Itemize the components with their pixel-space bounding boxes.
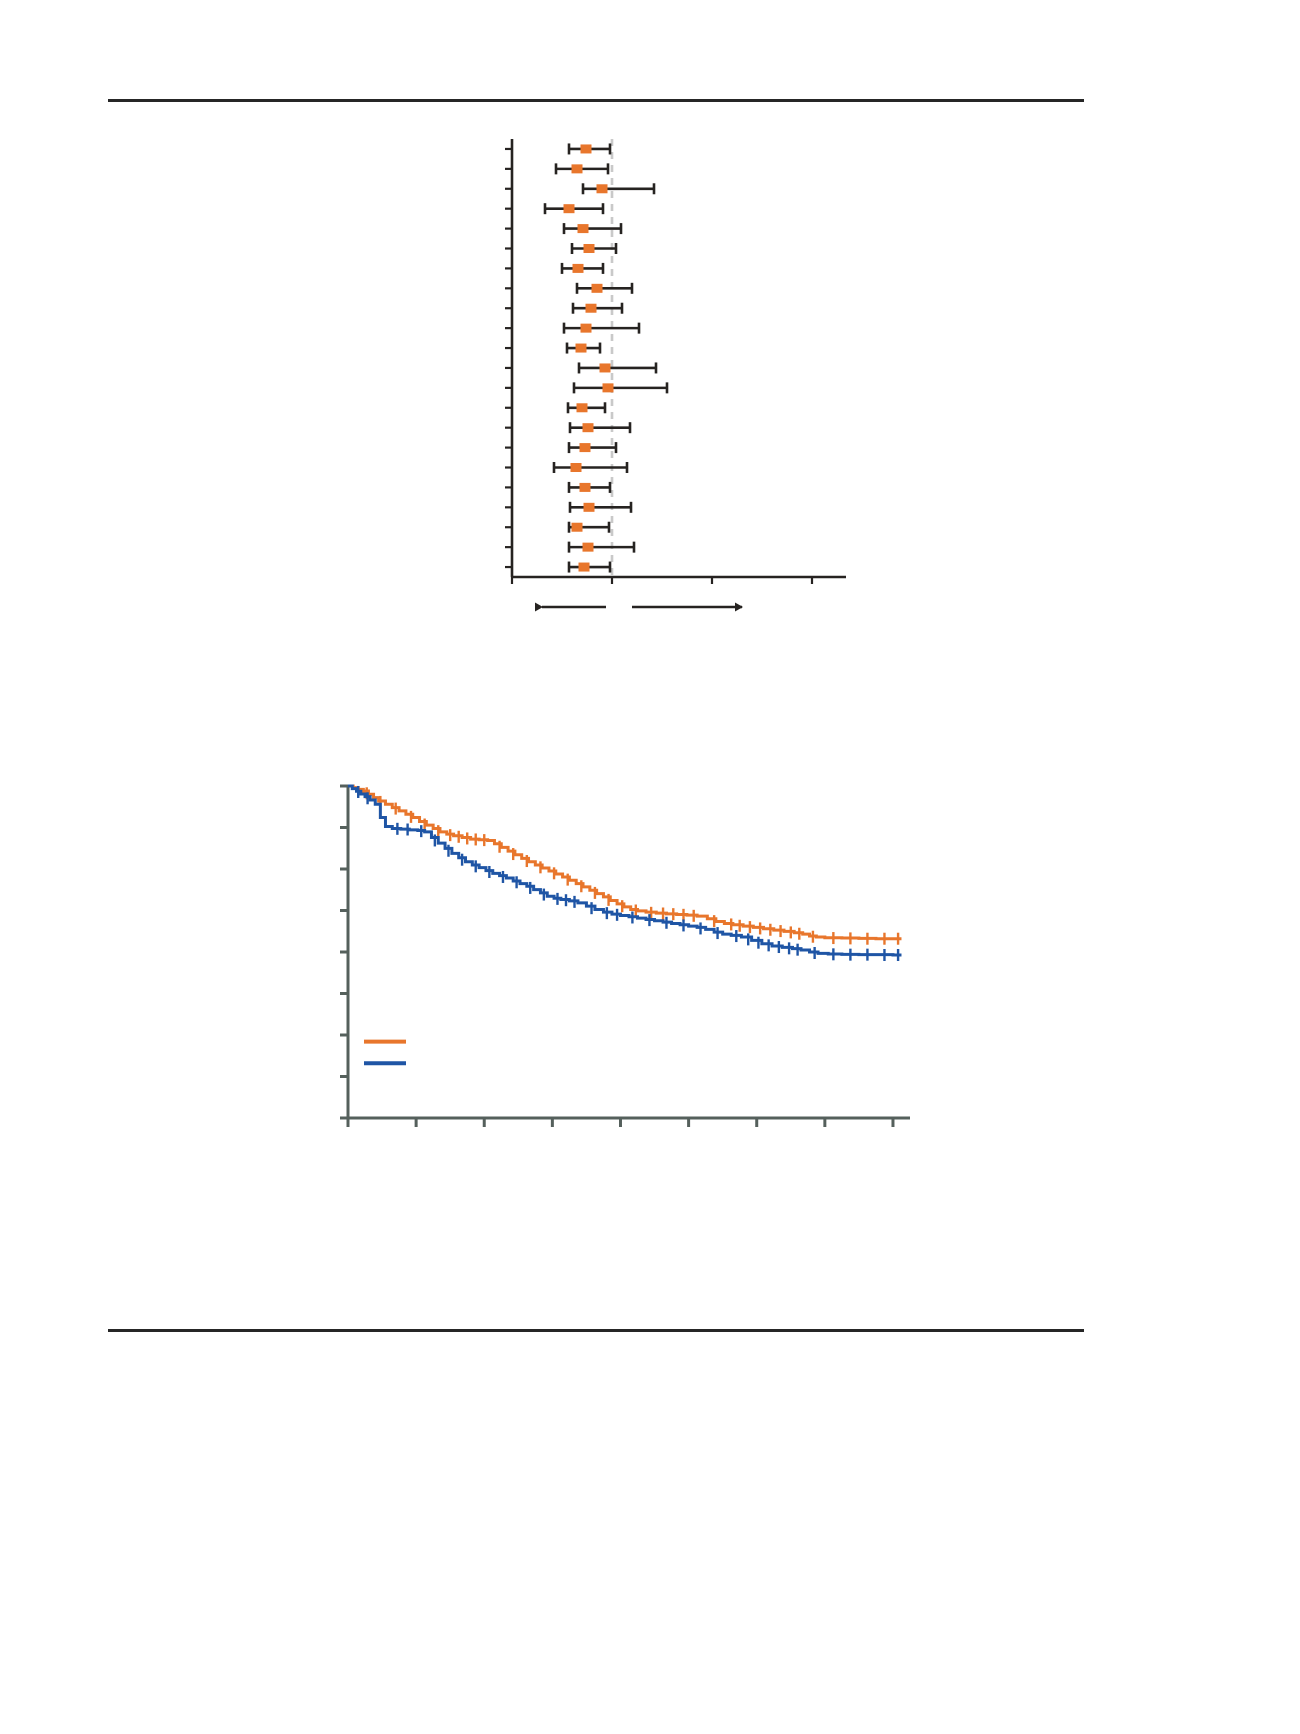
forest-row xyxy=(562,223,623,235)
forest-point-estimate xyxy=(602,383,614,393)
forest-row xyxy=(577,362,658,374)
forest-point-estimate xyxy=(585,303,597,313)
forest-point-estimate xyxy=(571,164,583,174)
forest-point-estimate xyxy=(582,423,594,433)
forest-point-estimate xyxy=(583,244,595,253)
km-step-line xyxy=(348,784,902,941)
forest-row xyxy=(552,462,629,473)
forest-point-estimate xyxy=(582,542,594,552)
forest-row xyxy=(567,143,612,155)
page-header-rule xyxy=(108,99,1084,102)
forest-point-estimate xyxy=(596,184,608,194)
forest-point-estimate xyxy=(583,502,595,512)
forest-row xyxy=(572,382,669,394)
km-series-series-orange xyxy=(348,784,902,945)
forest-row xyxy=(570,243,618,254)
page-footer-rule xyxy=(108,1329,1084,1332)
forest-point-estimate xyxy=(575,343,587,353)
forest-point-estimate xyxy=(599,363,611,373)
kaplan-meier-figure xyxy=(320,770,940,1140)
forest-row xyxy=(567,561,612,573)
forest-point-estimate xyxy=(578,562,590,572)
forest-row xyxy=(543,203,605,215)
forest-point-estimate xyxy=(579,443,591,453)
forest-point-estimate xyxy=(576,403,588,413)
kaplan-meier-svg xyxy=(340,784,910,1127)
forest-row xyxy=(581,183,656,195)
forest-row xyxy=(568,501,633,513)
forest-row xyxy=(568,422,632,434)
forest-row xyxy=(565,342,602,354)
forest-row xyxy=(566,402,607,414)
km-series-series-blue xyxy=(348,784,902,961)
forest-row xyxy=(554,163,610,175)
forest-point-estimate xyxy=(563,204,575,214)
forest-plot-figure xyxy=(470,125,870,635)
forest-row xyxy=(567,481,612,493)
forest-point-estimate xyxy=(580,323,592,333)
forest-point-estimate xyxy=(571,522,583,532)
forest-row xyxy=(567,521,611,533)
forest-row xyxy=(567,442,618,454)
forest-point-estimate xyxy=(579,482,591,492)
forest-point-estimate xyxy=(591,283,603,293)
forest-point-estimate xyxy=(572,263,584,273)
forest-point-estimate xyxy=(580,144,592,154)
forest-row xyxy=(560,262,605,274)
km-step-line xyxy=(348,784,902,957)
forest-row xyxy=(571,302,624,314)
forest-point-estimate xyxy=(570,463,582,472)
forest-row xyxy=(562,322,641,334)
forest-row xyxy=(575,282,634,294)
forest-point-estimate xyxy=(577,224,589,234)
forest-plot-svg xyxy=(505,139,846,612)
forest-row xyxy=(567,541,636,553)
